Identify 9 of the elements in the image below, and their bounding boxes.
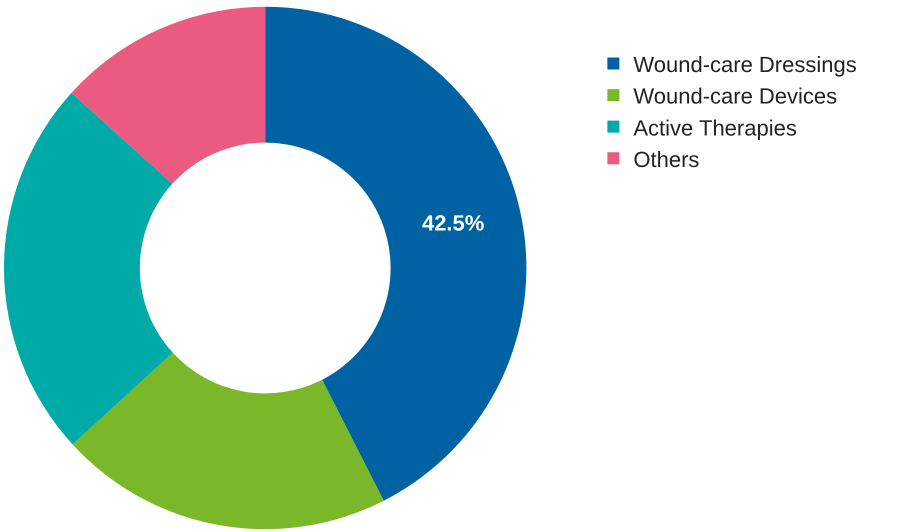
donut-slice [265,6,526,501]
legend-label: Others [633,146,700,172]
legend-label: Wound-care Dressings [633,52,857,78]
legend-label: Active Therapies [633,115,797,140]
data-label: 42.5% [422,210,484,236]
legend-label: Wound-care Devices [633,84,838,109]
donut-slice [4,92,173,444]
donut-slice [72,352,384,530]
donut-slice [71,6,266,184]
